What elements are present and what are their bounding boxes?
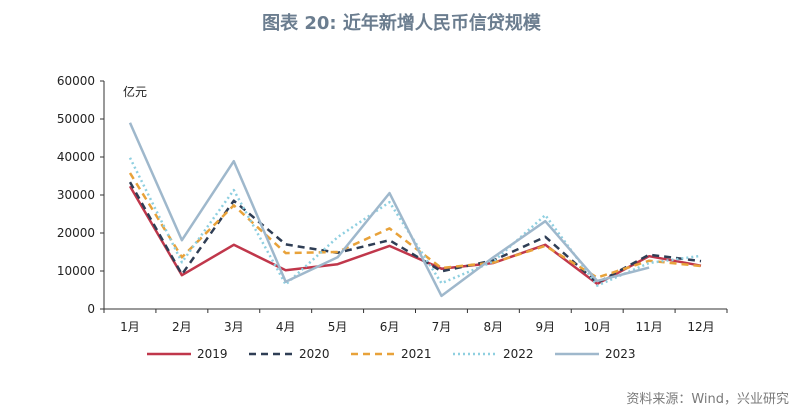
y-tick-label: 20000 — [57, 226, 95, 240]
x-tick-label: 7月 — [432, 320, 452, 334]
legend-label-2019: 2019 — [197, 347, 228, 361]
x-tick-label: 5月 — [328, 320, 348, 334]
y-tick-label: 0 — [87, 302, 95, 316]
series-line-2021 — [128, 172, 702, 279]
x-tick-label: 10月 — [584, 320, 611, 334]
chart-series — [128, 122, 702, 298]
y-tick-label: 50000 — [57, 112, 95, 126]
chart-axes: 0 10000 20000 30000 40000 50000 60000 1月 2月 3月 4月 5… — [57, 74, 728, 334]
legend-label-2020: 2020 — [299, 347, 330, 361]
legend-label-2023: 2023 — [605, 347, 636, 361]
chart-title: 图表 20: 近年新增人民币信贷规模 — [262, 13, 541, 34]
x-tick-label: 2月 — [172, 320, 192, 334]
series-line-2019 — [128, 185, 702, 286]
series-line-2022 — [128, 157, 702, 287]
legend-label-2021: 2021 — [401, 347, 432, 361]
x-tick-label: 1月 — [120, 320, 140, 334]
x-tick-label: 6月 — [380, 320, 400, 334]
x-tick-label: 11月 — [635, 320, 662, 334]
chart-legend: 2019 2020 2021 2022 2023 — [147, 347, 636, 361]
y-tick-label: 60000 — [57, 74, 95, 88]
x-tick-label: 4月 — [276, 320, 296, 334]
source-note: 资料来源：Wind，兴业研究 — [626, 392, 789, 407]
x-tick-label: 3月 — [224, 320, 244, 334]
y-tick-label: 10000 — [57, 264, 95, 278]
series-line-2023 — [128, 122, 650, 298]
legend-label-2022: 2022 — [503, 347, 534, 361]
x-tick-label: 12月 — [687, 320, 714, 334]
y-tick-label: 40000 — [57, 150, 95, 164]
y-tick-label: 30000 — [57, 188, 95, 202]
y-axis-unit-label: 亿元 — [123, 84, 147, 99]
x-tick-label: 9月 — [535, 320, 555, 334]
series-line-2020 — [128, 181, 702, 285]
x-tick-label: 8月 — [484, 320, 504, 334]
